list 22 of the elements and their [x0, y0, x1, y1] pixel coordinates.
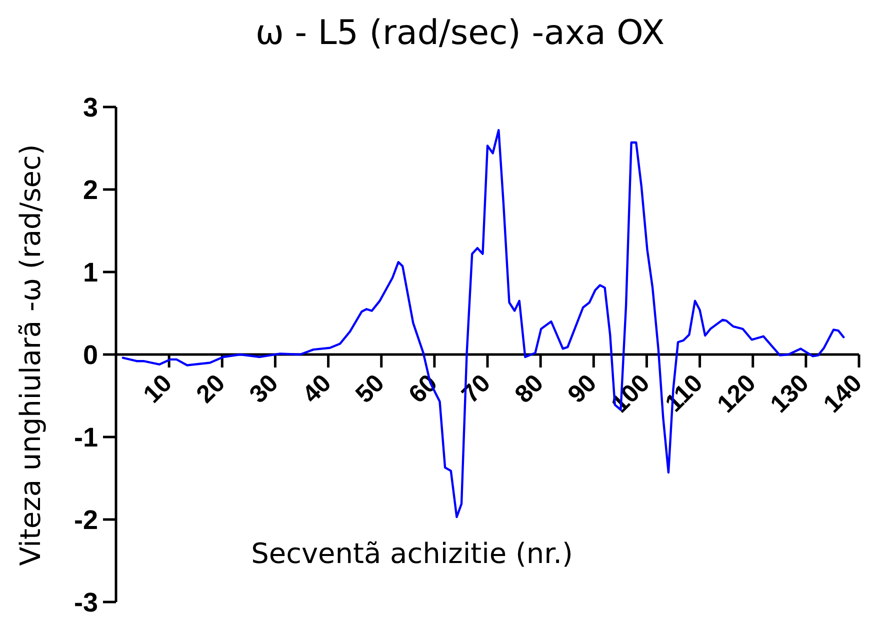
- x-tick-label: 20: [191, 369, 231, 409]
- y-tick-label: -1: [74, 422, 98, 452]
- y-tick-label: 0: [82, 340, 98, 370]
- y-axis-title: Viteza unghiularã -ω (rad/sec): [14, 144, 47, 566]
- x-tick-label: 40: [297, 369, 337, 409]
- x-axis-title: Secventã achizitie (nr.): [251, 537, 573, 570]
- y-tick-label: -2: [74, 504, 98, 535]
- y-tick-label: 1: [82, 257, 98, 288]
- x-tick-label: 90: [562, 369, 602, 409]
- y-tick-label: -3: [74, 587, 98, 618]
- x-tick-label: 50: [350, 369, 390, 409]
- x-tick-label: 10: [138, 369, 178, 409]
- y-tick-label: 3: [82, 92, 98, 122]
- x-tick-label: 110: [660, 369, 708, 418]
- x-tick-label: 130: [765, 369, 814, 418]
- x-tick-label: 140: [818, 369, 868, 418]
- x-tick-label: 30: [244, 369, 284, 409]
- x-tick-label: 120: [712, 369, 762, 418]
- x-tick-label: 80: [510, 369, 549, 409]
- x-tick-label: 70: [456, 369, 496, 409]
- y-tick-label: 2: [82, 174, 98, 205]
- chart-title: ω - L5 (rad/sec) -axa OX: [256, 13, 664, 53]
